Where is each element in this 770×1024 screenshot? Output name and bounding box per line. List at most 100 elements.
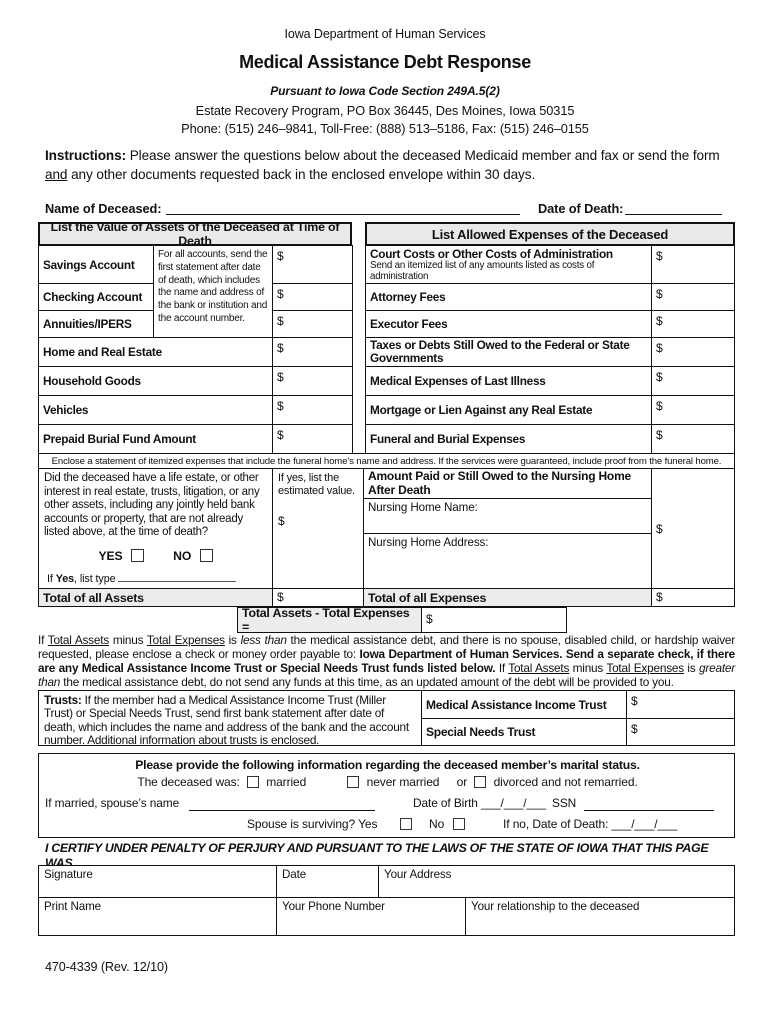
life-estate-question-cell: Did the deceased have a life estate, or … [38,468,273,589]
seg: If [495,660,509,675]
list-type-field[interactable] [118,572,237,582]
trusts-text-cell: Trusts: If the member had a Medical Assi… [38,690,422,747]
date-of-death-field[interactable] [625,201,722,215]
court-costs-subnote: Send an itemized list of any amounts lis… [370,260,595,282]
date-label: Date [282,868,307,881]
home-amount-cell[interactable]: $ [272,337,353,367]
list-type-row: If Yes, list type [47,572,265,585]
yes-checkbox[interactable] [130,548,144,562]
instructions-paragraph: Instructions: Please answer the question… [45,146,737,184]
nursing-home-name-label: Nursing Home Name: [368,501,478,514]
print-name-label: Print Name [44,900,101,913]
total-assets-label: Total of all Assets [38,588,273,607]
seg: the medical assistance debt, do not send… [60,674,674,689]
annuities-amount-cell[interactable]: $ [272,310,353,338]
savings-amount-cell[interactable]: $ [272,245,353,284]
household-amount-cell[interactable]: $ [272,366,353,396]
spouse-name-field[interactable] [189,797,375,811]
surviving-no-checkbox[interactable] [453,818,465,830]
snt-amount-cell[interactable]: $ [626,718,735,746]
divorced-checkbox[interactable] [474,776,487,788]
page-title: Medical Assistance Debt Response [239,52,531,72]
vehicles-amount-cell[interactable]: $ [272,395,353,425]
checking-amount-cell[interactable]: $ [272,283,353,311]
assets-table-header: List the Value of Assets of the Deceased… [38,220,352,248]
form-number: 470-4339 (Rev. 12/10) [45,960,168,974]
estimated-value-cell: If yes, list the estimated value. $ [272,468,364,589]
expenses-table-header: List Allowed Expenses of the Deceased [365,222,735,246]
seg-less-than: less than [240,633,287,647]
attorney-amount-cell[interactable]: $ [651,283,735,311]
expense-row-funeral: Funeral and Burial Expenses [365,424,652,454]
expense-row-taxes: Taxes or Debts Still Owed to the Federal… [365,337,652,367]
seg: the medical assistance debt, and there i… [38,633,735,661]
instructions-and: and [45,167,68,182]
married-label: married [266,775,307,789]
nursing-amount-cell[interactable]: $ [651,468,735,589]
name-of-deceased-label: Name of Deceased: [45,201,162,216]
mortgage-amount-cell[interactable]: $ [651,395,735,425]
asset-row-savings: Savings Account [38,245,154,284]
phone-number-label: Your Phone Number [282,900,385,913]
relationship-cell[interactable]: Your relationship to the deceased [465,897,735,936]
trusts-label: Trusts: [44,693,82,707]
estimate-amount-cell[interactable]: $ [278,514,285,528]
signature-label: Signature [44,868,93,881]
burial-amount-cell[interactable]: $ [272,424,353,454]
list-type-suffix: , list type [74,573,116,585]
expense-row-medical: Medical Expenses of Last Illness [365,366,652,396]
snt-label: Special Needs Trust [421,718,627,746]
funeral-home-note: Enclose a statement of itemized expenses… [38,453,735,469]
no-label: NO [173,548,192,563]
asset-row-household: Household Goods [38,366,273,396]
expense-row-executor: Executor Fees [365,310,652,338]
list-type-yes: Yes [55,573,75,585]
seg-total-assets: Total Assets [47,633,110,647]
phone-number-cell[interactable]: Your Phone Number [276,897,466,936]
asset-row-home: Home and Real Estate [38,337,273,367]
accounts-note: For all accounts, send the first stateme… [153,245,273,338]
nursing-home-header: Amount Paid or Still Owed to the Nursing… [368,469,632,497]
mait-label: Medical Assistance Income Trust [421,690,627,719]
total-expenses-amount-cell[interactable]: $ [651,588,735,607]
signature-cell[interactable]: Signature [38,865,277,898]
ssn-field[interactable] [584,797,714,811]
mait-amount-cell[interactable]: $ [626,690,735,719]
address-cell[interactable]: Your Address [378,865,735,898]
nursing-home-name-cell[interactable]: Nursing Home Name: [363,498,652,534]
never-married-label: never married [366,775,440,789]
surviving-yes-checkbox[interactable] [400,818,412,830]
date-cell[interactable]: Date [276,865,379,898]
seg: is [224,633,241,647]
agency-name: Iowa Department of Human Services [284,27,486,41]
no-checkbox[interactable] [199,548,213,562]
medical-amount-cell[interactable]: $ [651,366,735,396]
code-section-subtitle: Pursuant to Iowa Code Section 249A.5(2) [270,84,500,98]
taxes-amount-cell[interactable]: $ [651,337,735,367]
asset-row-annuities: Annuities/IPERS [38,310,154,338]
net-total-label: Total Assets - Total Expenses = [237,606,422,634]
funeral-amount-cell[interactable]: $ [651,424,735,454]
expense-row-attorney: Attorney Fees [365,283,652,311]
spouse-name-label: If married, spouse’s name [45,796,180,810]
seg-total-expenses: Total Expenses [146,633,225,647]
court-costs-amount-cell[interactable]: $ [651,245,735,284]
asset-row-vehicles: Vehicles [38,395,273,425]
name-of-deceased-field[interactable] [166,201,520,215]
married-checkbox[interactable] [246,776,259,788]
print-name-cell[interactable]: Print Name [38,897,277,936]
executor-amount-cell[interactable]: $ [651,310,735,338]
nursing-home-address-cell[interactable]: Nursing Home Address: [363,533,652,589]
spouse-surviving-row: Spouse is surviving? Yes No If no, Date … [39,817,736,834]
net-total-amount-cell[interactable]: $ [421,607,567,633]
total-assets-amount-cell[interactable]: $ [272,588,364,607]
dob-label: Date of Birth ___/___/___ [413,796,547,810]
expense-row-court-costs: Court Costs or Other Costs of Administra… [365,245,652,284]
expense-row-mortgage: Mortgage or Lien Against any Real Estate [365,395,652,425]
deceased-info-line: Name of Deceased: Date of Death: [45,201,722,217]
instructions-text: Please answer the questions below about … [126,148,720,163]
spouse-name-row: If married, spouse’s name Date of Birth … [39,796,736,812]
never-married-checkbox[interactable] [347,776,360,788]
seg: is [683,660,700,675]
